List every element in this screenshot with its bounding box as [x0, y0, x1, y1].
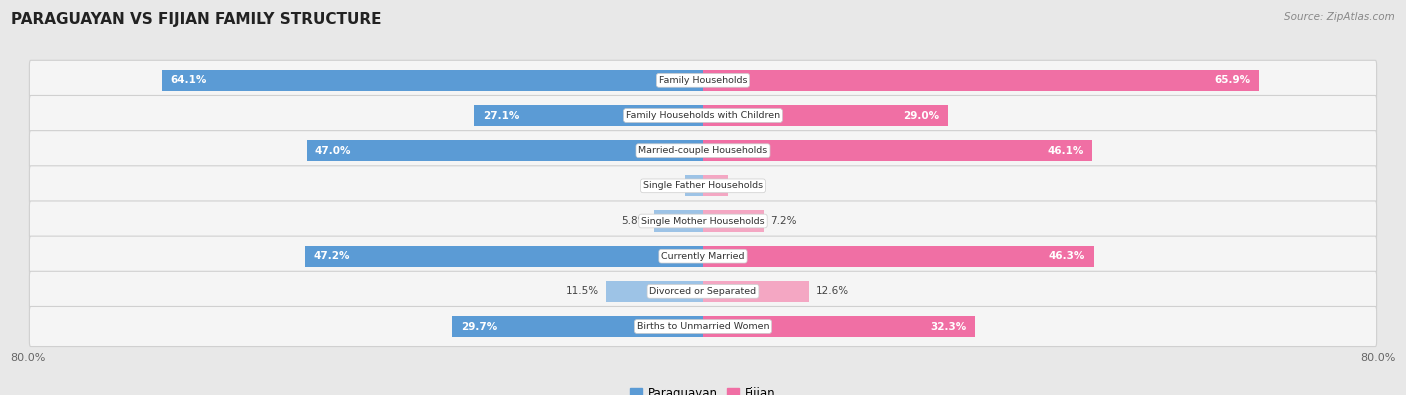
Bar	[685, 175, 703, 196]
Bar	[703, 211, 763, 231]
Bar	[703, 175, 728, 196]
Legend: Paraguayan, Fijian: Paraguayan, Fijian	[626, 383, 780, 395]
Text: 64.1%: 64.1%	[170, 75, 207, 85]
FancyBboxPatch shape	[30, 307, 1376, 346]
Text: Family Households: Family Households	[659, 76, 747, 85]
Bar	[654, 211, 703, 231]
Text: Married-couple Households: Married-couple Households	[638, 146, 768, 155]
Text: Source: ZipAtlas.com: Source: ZipAtlas.com	[1284, 12, 1395, 22]
Text: Family Households with Children: Family Households with Children	[626, 111, 780, 120]
Bar	[307, 140, 703, 161]
Text: 65.9%: 65.9%	[1215, 75, 1250, 85]
Bar	[703, 70, 1258, 91]
Bar	[703, 105, 948, 126]
FancyBboxPatch shape	[30, 271, 1376, 311]
FancyBboxPatch shape	[30, 236, 1376, 276]
Bar	[162, 70, 703, 91]
Text: Currently Married: Currently Married	[661, 252, 745, 261]
Bar	[703, 316, 976, 337]
Text: 11.5%: 11.5%	[567, 286, 599, 296]
Bar	[703, 281, 810, 302]
Text: 29.7%: 29.7%	[461, 322, 498, 331]
Text: 47.0%: 47.0%	[315, 146, 352, 156]
Text: 46.3%: 46.3%	[1049, 251, 1085, 261]
Text: 29.0%: 29.0%	[903, 111, 939, 120]
Text: 12.6%: 12.6%	[815, 286, 849, 296]
Bar	[453, 316, 703, 337]
Text: 2.1%: 2.1%	[652, 181, 679, 191]
Text: 27.1%: 27.1%	[482, 111, 519, 120]
Text: 46.1%: 46.1%	[1047, 146, 1084, 156]
Bar	[606, 281, 703, 302]
FancyBboxPatch shape	[30, 166, 1376, 206]
Text: 47.2%: 47.2%	[314, 251, 350, 261]
Bar	[305, 246, 703, 267]
FancyBboxPatch shape	[30, 131, 1376, 171]
Text: 3.0%: 3.0%	[735, 181, 762, 191]
FancyBboxPatch shape	[30, 201, 1376, 241]
Bar	[703, 246, 1094, 267]
Text: 5.8%: 5.8%	[621, 216, 647, 226]
Text: Divorced or Separated: Divorced or Separated	[650, 287, 756, 296]
FancyBboxPatch shape	[30, 96, 1376, 135]
Text: Single Father Households: Single Father Households	[643, 181, 763, 190]
Bar	[474, 105, 703, 126]
Text: PARAGUAYAN VS FIJIAN FAMILY STRUCTURE: PARAGUAYAN VS FIJIAN FAMILY STRUCTURE	[11, 12, 382, 27]
FancyBboxPatch shape	[30, 60, 1376, 100]
Text: 32.3%: 32.3%	[931, 322, 967, 331]
Text: 7.2%: 7.2%	[770, 216, 797, 226]
Bar	[703, 140, 1092, 161]
Text: Births to Unmarried Women: Births to Unmarried Women	[637, 322, 769, 331]
Text: Single Mother Households: Single Mother Households	[641, 216, 765, 226]
